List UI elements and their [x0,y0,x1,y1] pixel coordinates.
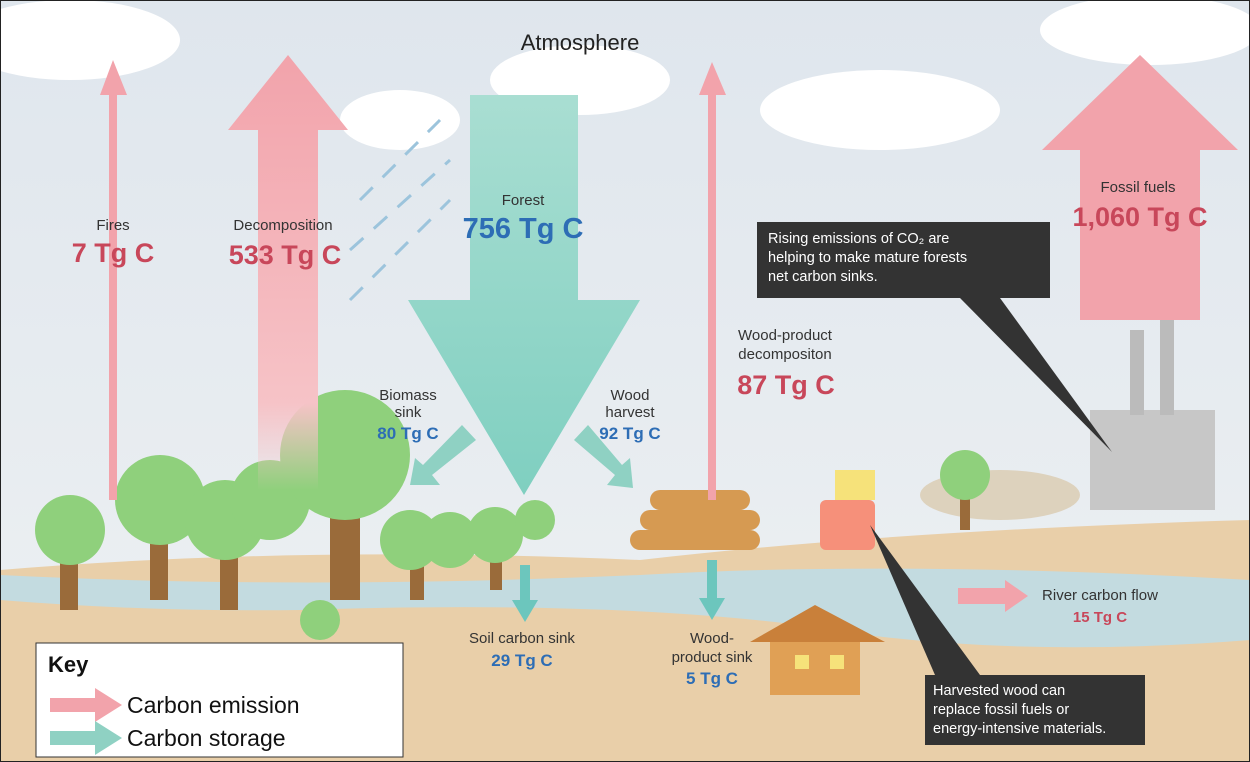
key: Key Carbon emission Carbon storage [35,642,404,758]
flow-amount: 1,060 Tg C [1072,202,1207,232]
flow-label: Fires [96,217,129,234]
callout-line: net carbon sinks. [768,269,878,285]
flow-label: Fossil fuels [1100,179,1175,196]
flow-label: Forest [502,192,545,209]
flow-label: Wood-product sink [672,630,753,666]
flow-label: Decomposition [233,217,332,234]
label-line: product sink [672,649,753,666]
title: Atmosphere [521,30,640,55]
flow-amount: 80 Tg C [377,424,438,443]
flow-amount: 87 Tg C [737,370,835,400]
flow-amount: 92 Tg C [599,424,660,443]
key-item: Carbon storage [127,725,286,751]
callout-line: energy-intensive materials. [933,721,1106,737]
flow-label: Biomass sink [379,387,437,421]
label-line: Wood [611,387,650,404]
flow-amount: 5 Tg C [686,669,738,688]
callout-line: Rising emissions of CO₂ are [768,231,949,247]
callout-line: Harvested wood can [933,683,1065,699]
storage-arrows [408,95,725,622]
callouts [757,222,1145,745]
label-line: Wood-product [738,327,833,344]
label-line: harvest [605,404,655,421]
flow-amount: 7 Tg C [72,238,155,268]
flow-amount: 756 Tg C [463,213,584,245]
flow-amount: 29 Tg C [491,651,552,670]
callout-text: Harvested wood can replace fossil fuels o… [933,683,1106,737]
label-line: sink [395,404,422,421]
flow-amount: 15 Tg C [1073,609,1127,626]
flow-label: Wood-product decompositon [738,327,833,363]
emission-arrows [100,55,1238,612]
flow-amount: 533 Tg C [229,240,342,270]
key-title: Key [48,652,89,677]
callout-text: Rising emissions of CO₂ are helping to ma… [768,231,967,285]
flow-label: Soil carbon sink [469,630,575,647]
callout-line: helping to make mature forests [768,250,967,266]
label-line: Biomass [379,387,437,404]
key-item: Carbon emission [127,692,300,718]
label-line: decompositon [738,346,831,363]
flow-label: River carbon flow [1042,587,1158,604]
flow-label: Wood harvest [605,387,655,421]
label-line: Wood- [690,630,734,647]
callout-line: replace fossil fuels or [933,702,1069,718]
